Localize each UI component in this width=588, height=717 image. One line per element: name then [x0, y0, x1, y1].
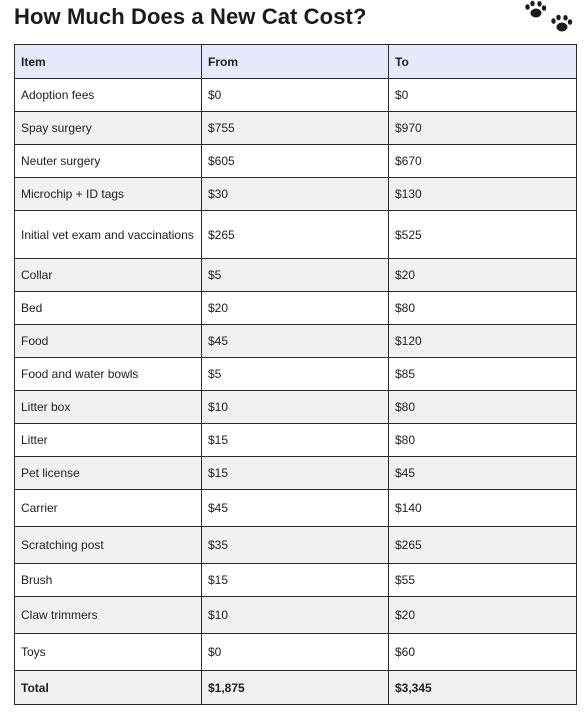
from-cell: $20	[201, 291, 389, 325]
item-cell: Litter	[14, 423, 202, 457]
from-cell: $605	[201, 144, 389, 178]
table-row: Toys $0 $60	[14, 633, 577, 671]
to-cell: $130	[388, 177, 577, 211]
total-label: Total	[14, 670, 202, 705]
item-cell: Carrier	[14, 489, 202, 527]
total-row: Total $1,875 $3,345	[14, 670, 577, 705]
header-row: Item From To	[14, 44, 577, 79]
item-cell: Toys	[14, 633, 202, 671]
from-cell: $5	[201, 357, 389, 391]
from-cell: $15	[201, 423, 389, 457]
item-cell: Brush	[14, 563, 202, 597]
item-cell: Microchip + ID tags	[14, 177, 202, 211]
item-cell: Litter box	[14, 390, 202, 424]
from-cell: $10	[201, 390, 389, 424]
table-row: Claw trimmers $10 $20	[14, 596, 577, 634]
from-cell: $35	[201, 526, 389, 564]
item-cell: Scratching post	[14, 526, 202, 564]
from-cell: $0	[201, 78, 389, 112]
to-cell: $45	[388, 456, 577, 490]
table-row: Spay surgery $755 $970	[14, 111, 577, 145]
to-cell: $20	[388, 258, 577, 292]
item-cell: Adoption fees	[14, 78, 202, 112]
from-cell: $45	[201, 489, 389, 527]
table-row: Brush $15 $55	[14, 563, 577, 597]
item-cell: Food	[14, 324, 202, 358]
page-title: How Much Does a New Cat Cost?	[14, 4, 367, 29]
paw-prints-icon	[525, 0, 573, 32]
total-from: $1,875	[201, 670, 389, 705]
to-cell: $60	[388, 633, 577, 671]
header-from: From	[201, 44, 389, 79]
from-cell: $5	[201, 258, 389, 292]
from-cell: $755	[201, 111, 389, 145]
from-cell: $0	[201, 633, 389, 671]
item-cell: Collar	[14, 258, 202, 292]
table-row: Bed $20 $80	[14, 291, 577, 325]
item-cell: Initial vet exam and vaccinations	[14, 210, 202, 259]
to-cell: $265	[388, 526, 577, 564]
table-row: Adoption fees $0 $0	[14, 78, 577, 112]
item-cell: Neuter surgery	[14, 144, 202, 178]
total-to: $3,345	[388, 670, 577, 705]
header-item: Item	[14, 44, 202, 79]
item-cell: Pet license	[14, 456, 202, 490]
to-cell: $120	[388, 324, 577, 358]
to-cell: $80	[388, 390, 577, 424]
from-cell: $10	[201, 596, 389, 634]
table-row: Pet license $15 $45	[14, 456, 577, 490]
from-cell: $15	[201, 456, 389, 490]
to-cell: $970	[388, 111, 577, 145]
item-cell: Bed	[14, 291, 202, 325]
from-cell: $45	[201, 324, 389, 358]
table-row: Microchip + ID tags $30 $130	[14, 177, 577, 211]
from-cell: $265	[201, 210, 389, 259]
to-cell: $140	[388, 489, 577, 527]
item-cell: Food and water bowls	[14, 357, 202, 391]
item-cell: Spay surgery	[14, 111, 202, 145]
to-cell: $670	[388, 144, 577, 178]
table-row: Carrier $45 $140	[14, 489, 577, 527]
to-cell: $0	[388, 78, 577, 112]
table-row: Food and water bowls $5 $85	[14, 357, 577, 391]
table-row: Neuter surgery $605 $670	[14, 144, 577, 178]
table-row: Collar $5 $20	[14, 258, 577, 292]
table-row: Scratching post $35 $265	[14, 526, 577, 564]
header-to: To	[388, 44, 577, 79]
table-row: Initial vet exam and vaccinations $265 $…	[14, 210, 577, 259]
table-row: Litter $15 $80	[14, 423, 577, 457]
cost-table: Item From To Adoption fees $0 $0 Spay su…	[14, 44, 577, 705]
to-cell: $80	[388, 291, 577, 325]
table-row: Litter box $10 $80	[14, 390, 577, 424]
item-cell: Claw trimmers	[14, 596, 202, 634]
to-cell: $525	[388, 210, 577, 259]
table-row: Food $45 $120	[14, 324, 577, 358]
to-cell: $80	[388, 423, 577, 457]
from-cell: $30	[201, 177, 389, 211]
from-cell: $15	[201, 563, 389, 597]
to-cell: $55	[388, 563, 577, 597]
to-cell: $85	[388, 357, 577, 391]
to-cell: $20	[388, 596, 577, 634]
